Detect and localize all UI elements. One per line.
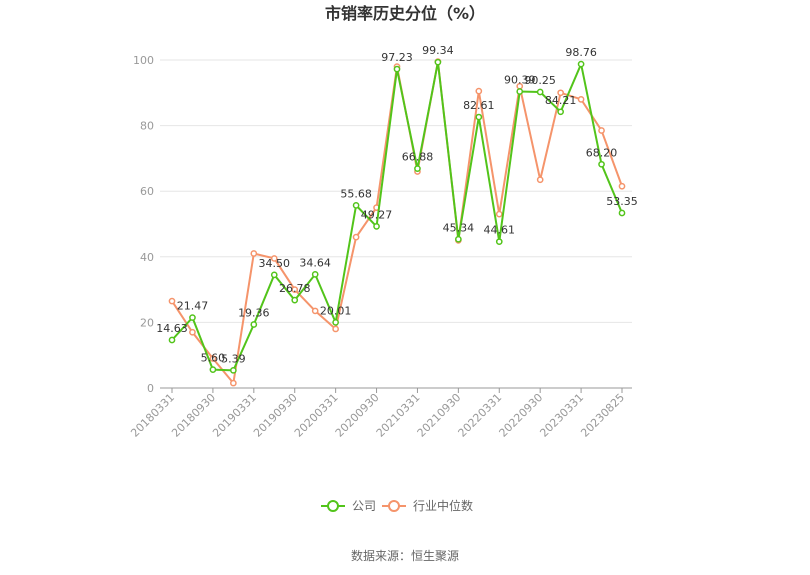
series-point-0 bbox=[373, 223, 380, 230]
series-point-0 bbox=[475, 113, 483, 121]
series-point-0 bbox=[455, 235, 462, 243]
series-point-0 bbox=[168, 336, 176, 344]
series-point-1 bbox=[475, 87, 483, 95]
series-line-1 bbox=[171, 61, 623, 386]
source-note: 数据来源：恒生聚源 bbox=[351, 548, 459, 563]
data-label: 45.34 bbox=[443, 221, 475, 234]
series-point-0 bbox=[270, 271, 278, 279]
series-point-1 bbox=[352, 233, 360, 241]
data-label: 14.63 bbox=[156, 322, 188, 335]
series-point-0 bbox=[557, 108, 564, 116]
series-point-1 bbox=[311, 307, 319, 315]
series-point-1 bbox=[270, 255, 278, 262]
y-tick-label: 100 bbox=[133, 54, 154, 67]
series-point-1 bbox=[332, 325, 339, 333]
series-point-0 bbox=[536, 88, 544, 96]
data-label: 82.61 bbox=[463, 99, 495, 112]
series-point-1 bbox=[577, 96, 585, 103]
data-label: 5.60 bbox=[201, 352, 226, 365]
data-label: 20.01 bbox=[320, 304, 352, 317]
legend-label: 公司 bbox=[352, 499, 376, 513]
data-label: 99.34 bbox=[422, 44, 454, 57]
series-point-1 bbox=[291, 286, 299, 293]
legend-item-1[interactable]: 行业中位数 bbox=[382, 498, 473, 513]
data-label: 90.25 bbox=[524, 74, 556, 87]
legend-item-0[interactable]: 公司 bbox=[321, 499, 376, 513]
data-label: 26.78 bbox=[279, 282, 311, 295]
series-point-0 bbox=[189, 314, 196, 321]
series-point-1 bbox=[168, 297, 176, 305]
series-point-0 bbox=[311, 271, 319, 278]
y-tick-label: 0 bbox=[147, 382, 154, 395]
data-label: 34.64 bbox=[299, 256, 331, 269]
series-point-0 bbox=[598, 160, 605, 168]
data-label: 53.35 bbox=[606, 195, 638, 208]
series-point-1 bbox=[230, 379, 237, 387]
series-point-0 bbox=[250, 321, 258, 328]
series-point-1 bbox=[250, 250, 258, 257]
data-label: 90.39 bbox=[504, 74, 536, 87]
label-layer: 14.63 21.47 5.605.39 19.36 34.50 26.78 34.64 20… bbox=[156, 44, 638, 365]
series-point-1 bbox=[189, 328, 196, 336]
data-label: 21.47 bbox=[177, 300, 209, 313]
data-label: 84.21 bbox=[545, 94, 577, 107]
legend: 公司 行业中位数 bbox=[321, 498, 473, 513]
x-tick-label: 20230825 bbox=[578, 391, 627, 440]
series-point-1 bbox=[557, 89, 564, 97]
data-label: 97.23 bbox=[381, 51, 413, 64]
data-label: 34.50 bbox=[259, 257, 291, 270]
y-tick-label: 80 bbox=[140, 120, 154, 133]
series-point-1 bbox=[598, 127, 605, 134]
data-label: 98.76 bbox=[565, 46, 597, 59]
series-point-1 bbox=[209, 355, 217, 362]
series-point-0 bbox=[516, 88, 524, 95]
data-label: 55.68 bbox=[340, 187, 372, 200]
legend-label: 行业中位数 bbox=[413, 498, 473, 513]
series-point-0 bbox=[291, 296, 299, 304]
legend-marker bbox=[388, 500, 400, 512]
series-point-0 bbox=[230, 366, 237, 374]
series-point-0 bbox=[577, 60, 585, 68]
y-tick-label: 20 bbox=[140, 316, 154, 329]
series-point-0 bbox=[332, 319, 339, 326]
chart-title: 市销率历史分位（%） bbox=[325, 4, 485, 23]
series-layer bbox=[168, 58, 626, 387]
series-point-0 bbox=[209, 366, 217, 373]
series-point-0 bbox=[618, 209, 626, 217]
series-point-1 bbox=[536, 176, 544, 184]
series-point-0 bbox=[495, 238, 503, 246]
data-label: 66.88 bbox=[402, 151, 434, 164]
series-point-0 bbox=[352, 202, 360, 209]
data-label: 49.27 bbox=[361, 208, 393, 221]
data-label: 19.36 bbox=[238, 306, 270, 319]
data-label: 68.20 bbox=[586, 146, 618, 159]
series-point-0 bbox=[414, 165, 421, 172]
legend-marker bbox=[327, 500, 339, 512]
y-tick-label: 40 bbox=[140, 251, 154, 264]
series-point-1 bbox=[495, 210, 503, 218]
y-tick-label: 60 bbox=[140, 185, 154, 198]
series-point-0 bbox=[434, 58, 442, 66]
series-point-1 bbox=[618, 182, 626, 190]
series-line-0 bbox=[171, 60, 623, 372]
series-point-0 bbox=[393, 65, 401, 73]
data-label: 44.61 bbox=[484, 224, 516, 237]
data-label: 5.39 bbox=[221, 352, 246, 365]
